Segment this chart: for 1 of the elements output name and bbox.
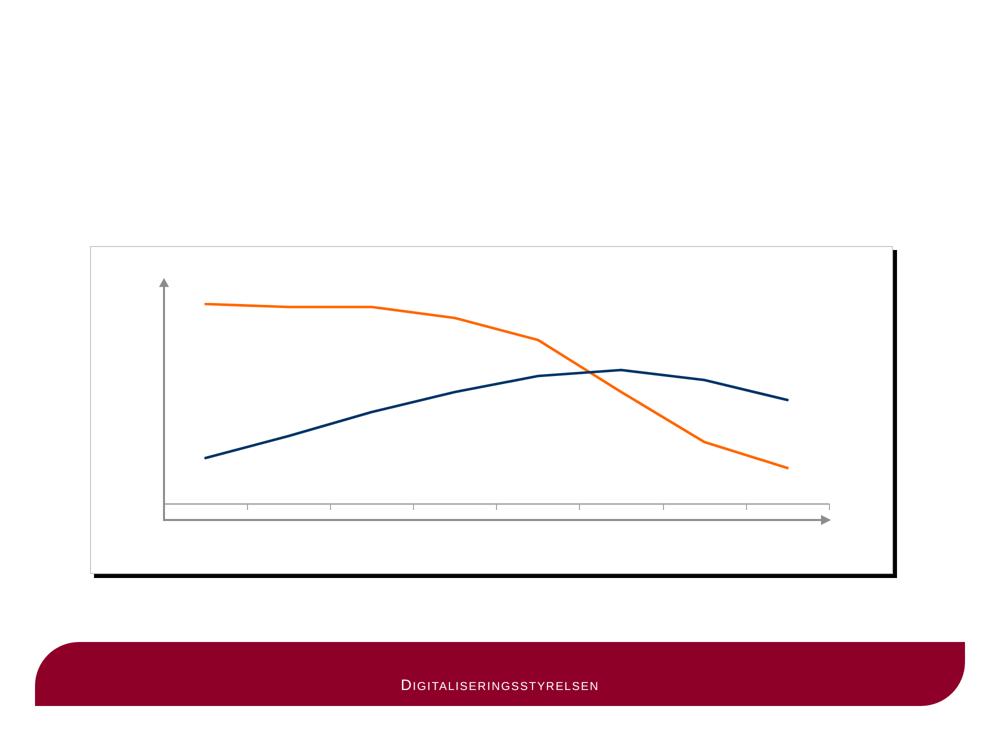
text: DIGITALISERINGSSTYRELSEN [400, 677, 600, 694]
